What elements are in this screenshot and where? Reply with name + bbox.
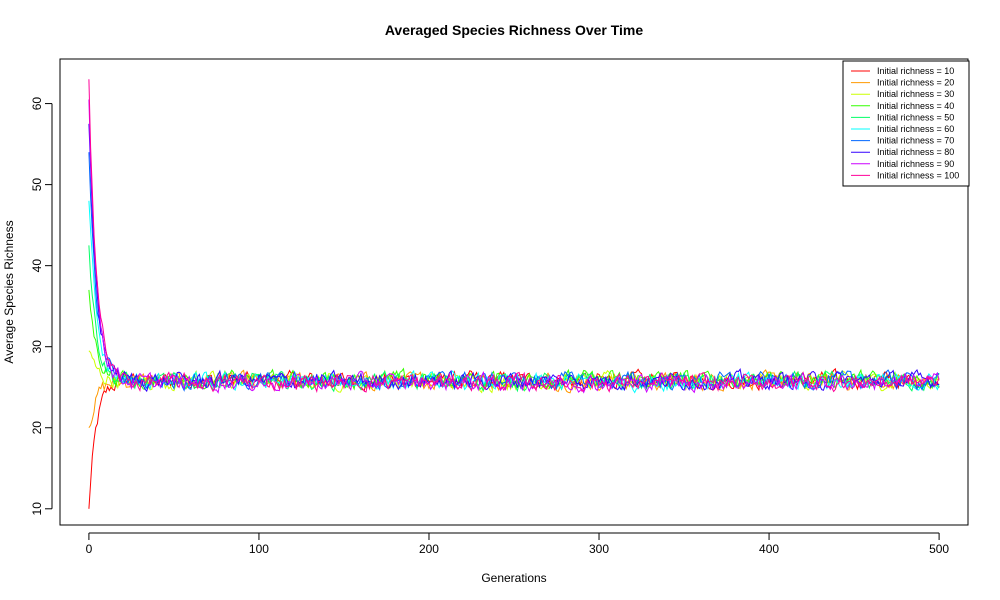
y-axis: 10 20 30 40 50 60: [30, 97, 53, 516]
y-tick-label: 40: [30, 259, 44, 273]
x-tick-label: 0: [86, 542, 93, 556]
y-axis-label: Average Species Richness: [2, 220, 16, 363]
x-tick-label: 400: [759, 542, 779, 556]
series-line: [88, 99, 940, 394]
legend-entry-label: Initial richness = 90: [877, 159, 954, 169]
legend-entry-label: Initial richness = 100: [877, 170, 959, 180]
legend-entry-label: Initial richness = 50: [877, 112, 954, 122]
x-tick-label: 300: [589, 542, 609, 556]
y-tick-label: 60: [30, 97, 44, 111]
series-line: [88, 79, 940, 394]
series-line: [88, 123, 940, 393]
legend-entry-label: Initial richness = 40: [877, 101, 954, 111]
x-axis: 0 100 200 300 400 500: [86, 532, 949, 556]
y-tick-label: 20: [30, 421, 44, 435]
x-tick-label: 500: [929, 542, 949, 556]
legend-entry-label: Initial richness = 20: [877, 78, 954, 88]
plot-frame: [59, 58, 969, 526]
series-lines: [88, 79, 940, 509]
legend-box: [842, 60, 970, 187]
y-tick-label: 30: [30, 340, 44, 354]
legend-entry-label: Initial richness = 70: [877, 136, 954, 146]
y-tick-label: 10: [30, 502, 44, 516]
x-axis-label: Generations: [481, 571, 546, 585]
legend-entry-label: Initial richness = 10: [877, 66, 954, 76]
legend-entry-label: Initial richness = 80: [877, 147, 954, 157]
legend-entry-label: Initial richness = 30: [877, 89, 954, 99]
x-tick-label: 200: [419, 542, 439, 556]
y-tick-label: 50: [30, 178, 44, 192]
chart-title: Averaged Species Richness Over Time: [385, 22, 644, 38]
series-line: [88, 289, 940, 391]
x-tick-label: 100: [249, 542, 269, 556]
legend: Initial richness = 10 Initial richness = …: [842, 60, 970, 187]
series-line: [88, 245, 940, 393]
series-line: [88, 200, 940, 394]
series-line: [88, 152, 940, 392]
legend-entry-label: Initial richness = 60: [877, 124, 954, 134]
